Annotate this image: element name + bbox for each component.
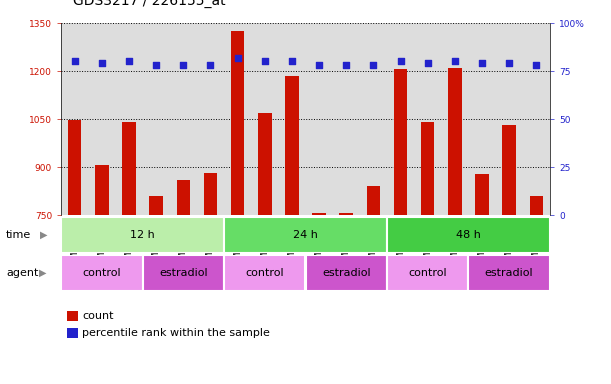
Bar xyxy=(312,213,326,215)
Text: ▶: ▶ xyxy=(38,268,46,278)
Bar xyxy=(393,70,408,215)
Point xyxy=(97,60,107,66)
Bar xyxy=(61,255,142,291)
Text: control: control xyxy=(246,268,284,278)
Text: estradiol: estradiol xyxy=(159,268,208,278)
Bar xyxy=(340,213,353,215)
Bar xyxy=(149,196,163,215)
Bar xyxy=(502,126,516,215)
Bar xyxy=(475,174,489,215)
Point xyxy=(205,62,215,68)
Text: 24 h: 24 h xyxy=(293,230,318,240)
Point xyxy=(70,58,79,65)
Point xyxy=(532,62,541,68)
Point xyxy=(287,58,297,65)
Point xyxy=(477,60,487,66)
Point xyxy=(423,60,433,66)
Text: percentile rank within the sample: percentile rank within the sample xyxy=(82,328,270,338)
Bar xyxy=(367,186,380,215)
Bar xyxy=(258,113,271,215)
Point xyxy=(233,55,243,61)
Bar xyxy=(95,166,109,215)
Point xyxy=(314,62,324,68)
Bar xyxy=(469,255,550,291)
Text: control: control xyxy=(408,268,447,278)
Bar xyxy=(231,31,244,215)
Text: estradiol: estradiol xyxy=(322,268,370,278)
Bar xyxy=(448,68,462,215)
Point xyxy=(178,62,188,68)
Bar xyxy=(203,173,218,215)
Bar xyxy=(142,255,224,291)
Point xyxy=(368,62,378,68)
Bar xyxy=(387,255,469,291)
Text: time: time xyxy=(6,230,31,240)
Bar xyxy=(177,180,190,215)
Bar xyxy=(285,76,299,215)
Point xyxy=(124,58,134,65)
Bar xyxy=(68,120,81,215)
Bar xyxy=(224,217,387,253)
Point xyxy=(342,62,351,68)
Text: count: count xyxy=(82,311,114,321)
Text: agent: agent xyxy=(6,268,38,278)
Point xyxy=(504,60,514,66)
Text: GDS3217 / 226155_at: GDS3217 / 226155_at xyxy=(73,0,226,8)
Bar xyxy=(387,217,550,253)
Point xyxy=(152,62,161,68)
Bar xyxy=(224,255,306,291)
Point xyxy=(450,58,459,65)
Bar xyxy=(122,122,136,215)
Bar xyxy=(530,196,543,215)
Text: control: control xyxy=(82,268,121,278)
Text: ▶: ▶ xyxy=(40,230,47,240)
Bar xyxy=(421,122,434,215)
Point xyxy=(260,58,269,65)
Point xyxy=(396,58,406,65)
Text: estradiol: estradiol xyxy=(485,268,533,278)
Bar xyxy=(306,255,387,291)
Bar xyxy=(61,217,224,253)
Text: 48 h: 48 h xyxy=(456,230,481,240)
Text: 12 h: 12 h xyxy=(130,230,155,240)
